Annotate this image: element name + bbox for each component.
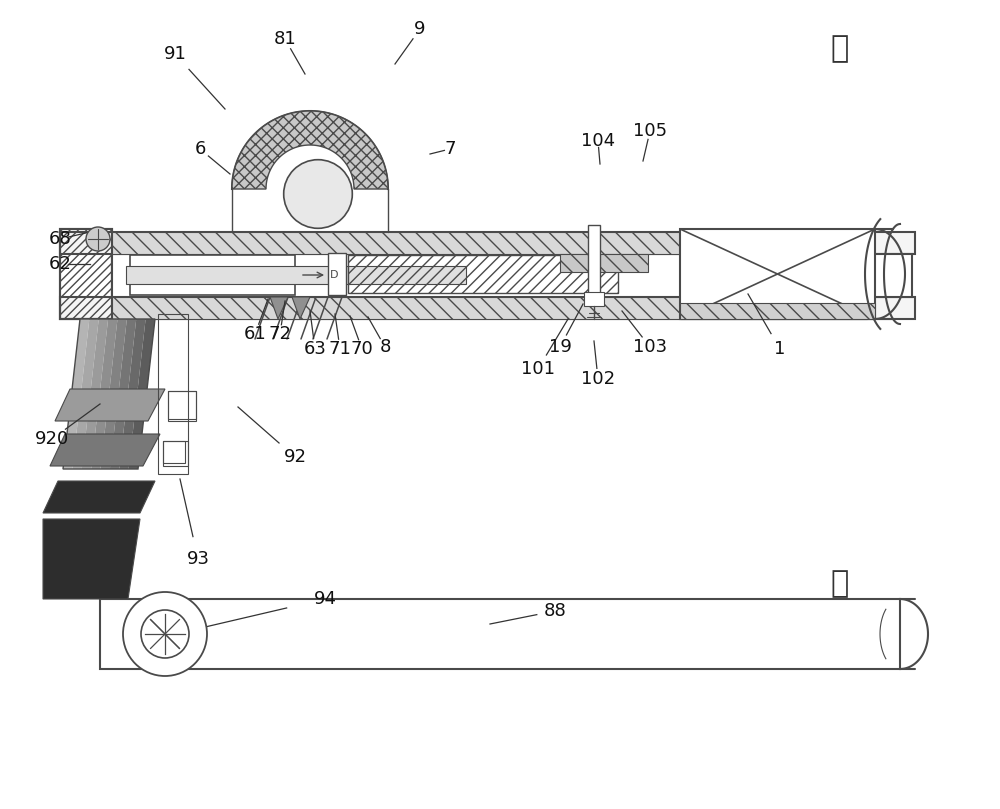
Bar (60, 297, 915, 319)
Circle shape (86, 227, 110, 251)
Polygon shape (43, 519, 140, 599)
Polygon shape (100, 319, 127, 469)
Polygon shape (63, 319, 89, 469)
Circle shape (284, 159, 352, 228)
Bar (112, 254, 912, 297)
Text: 94: 94 (314, 590, 336, 608)
Polygon shape (82, 319, 108, 469)
Text: 91: 91 (164, 45, 186, 63)
Bar (588, 225, 600, 293)
Bar (60, 229, 112, 319)
Polygon shape (110, 319, 136, 469)
Bar (112, 297, 867, 319)
Polygon shape (119, 319, 146, 469)
Text: 93: 93 (186, 550, 210, 568)
Text: 103: 103 (633, 338, 667, 356)
Polygon shape (232, 111, 388, 189)
Text: 88: 88 (544, 602, 566, 620)
Polygon shape (292, 297, 310, 319)
Bar (328, 253, 346, 295)
Text: 920: 920 (35, 430, 69, 448)
Bar (158, 314, 188, 474)
Text: 71: 71 (329, 340, 351, 358)
Polygon shape (270, 297, 288, 319)
Text: 61: 61 (244, 325, 266, 343)
Bar (584, 292, 604, 306)
Polygon shape (55, 389, 165, 421)
Text: D: D (330, 270, 338, 280)
Text: 9: 9 (414, 20, 426, 38)
Bar (348, 255, 618, 293)
Text: 63: 63 (304, 340, 326, 358)
Bar (168, 391, 196, 419)
Polygon shape (43, 481, 155, 513)
Text: 68: 68 (49, 230, 71, 248)
Bar (112, 232, 867, 254)
Bar (680, 229, 875, 319)
Text: 92: 92 (284, 448, 306, 466)
Bar (163, 441, 188, 466)
Bar (680, 303, 875, 319)
Text: 101: 101 (521, 360, 555, 378)
Text: 81: 81 (274, 30, 296, 48)
Text: 102: 102 (581, 370, 615, 388)
Text: 19: 19 (549, 338, 571, 356)
Bar (60, 229, 112, 319)
Text: 62: 62 (49, 255, 71, 273)
Text: 72: 72 (268, 325, 292, 343)
Bar (100, 599, 900, 669)
Bar (168, 391, 196, 421)
Circle shape (141, 610, 189, 658)
Text: 7: 7 (444, 140, 456, 158)
Bar (130, 255, 295, 295)
Text: 70: 70 (351, 340, 373, 358)
Polygon shape (72, 319, 99, 469)
Text: 104: 104 (581, 132, 615, 150)
Bar (163, 441, 185, 463)
Polygon shape (129, 319, 155, 469)
Text: 6: 6 (194, 140, 206, 158)
Text: 105: 105 (633, 122, 667, 140)
Text: 1: 1 (774, 340, 786, 358)
Text: 8: 8 (379, 338, 391, 356)
Bar (126, 266, 466, 284)
Circle shape (123, 592, 207, 676)
Polygon shape (91, 319, 118, 469)
Text: 上: 上 (831, 35, 849, 63)
Bar (60, 232, 915, 254)
Polygon shape (50, 434, 160, 466)
Text: 下: 下 (831, 570, 849, 599)
Bar (560, 254, 648, 272)
